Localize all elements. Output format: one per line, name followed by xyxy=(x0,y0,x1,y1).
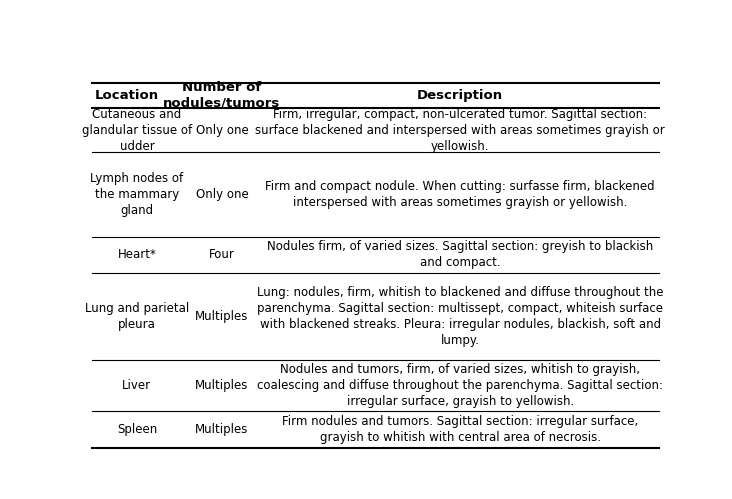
Text: Only one: Only one xyxy=(195,188,248,201)
Text: Only one: Only one xyxy=(195,123,248,137)
Text: Heart*: Heart* xyxy=(117,249,157,261)
Text: Description: Description xyxy=(417,89,504,102)
Text: Cutaneous and
glandular tissue of
udder: Cutaneous and glandular tissue of udder xyxy=(82,107,192,153)
Text: Multiples: Multiples xyxy=(195,379,249,392)
Text: Spleen: Spleen xyxy=(117,423,157,436)
Text: Firm nodules and tumors. Sagittal section: irregular surface,
grayish to whitish: Firm nodules and tumors. Sagittal sectio… xyxy=(282,415,638,444)
Text: Multiples: Multiples xyxy=(195,310,249,323)
Text: Liver: Liver xyxy=(122,379,152,392)
Text: Lymph nodes of
the mammary
gland: Lymph nodes of the mammary gland xyxy=(90,172,184,217)
Text: Lung: nodules, firm, whitish to blackened and diffuse throughout the
parenchyma.: Lung: nodules, firm, whitish to blackene… xyxy=(257,286,663,347)
Text: Four: Four xyxy=(209,249,235,261)
Text: Firm, irregular, compact, non-ulcerated tumor. Sagittal section:
surface blacken: Firm, irregular, compact, non-ulcerated … xyxy=(255,107,665,153)
Text: Number of
nodules/tumors: Number of nodules/tumors xyxy=(163,81,280,110)
Text: Nodules and tumors, firm, of varied sizes, whitish to grayish,
coalescing and di: Nodules and tumors, firm, of varied size… xyxy=(257,363,663,408)
Text: Lung and parietal
pleura: Lung and parietal pleura xyxy=(85,302,189,331)
Text: Multiples: Multiples xyxy=(195,423,249,436)
Text: Firm and compact nodule. When cutting: surfasse firm, blackened
interspersed wit: Firm and compact nodule. When cutting: s… xyxy=(266,180,655,209)
Text: Nodules firm, of varied sizes. Sagittal section: greyish to blackish
and compact: Nodules firm, of varied sizes. Sagittal … xyxy=(267,241,654,269)
Text: Location: Location xyxy=(95,89,159,102)
